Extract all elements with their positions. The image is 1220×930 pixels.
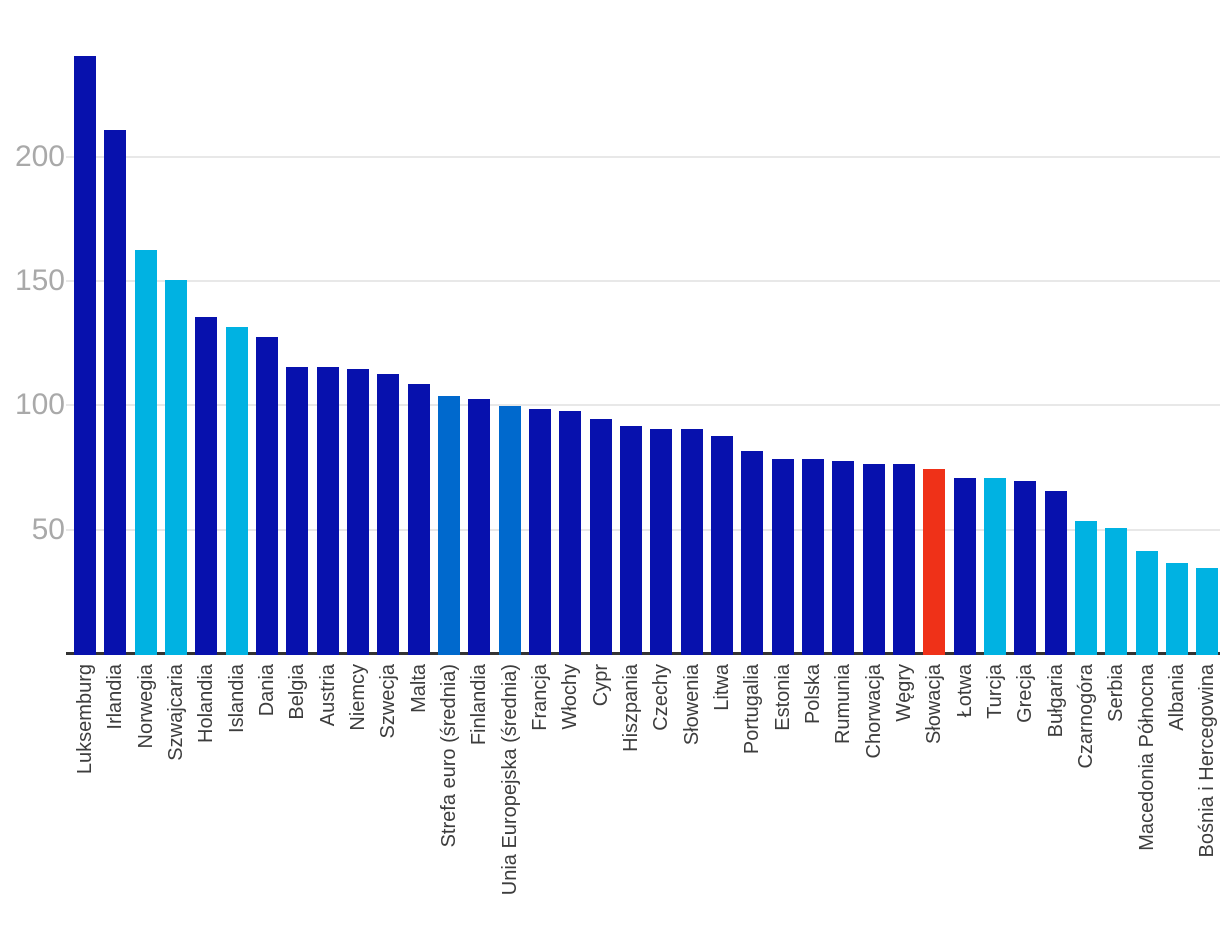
x-axis-label-turcja: Turcja — [984, 664, 1006, 719]
x-axis-label-polska: Polska — [802, 664, 824, 725]
bar-islandia — [226, 327, 248, 655]
bar-chorwacja — [863, 464, 885, 655]
x-axis-label-macedonia-polnocna: Macedonia Północna — [1136, 664, 1158, 851]
x-axis-label-grecja: Grecja — [1014, 664, 1036, 723]
x-axis-label-norwegia: Norwegia — [135, 664, 157, 749]
bar-wegry — [893, 464, 915, 655]
gridline-150 — [66, 280, 1220, 283]
x-axis-label-rumunia: Rumunia — [832, 664, 854, 745]
bar-wlochy — [559, 411, 581, 655]
bar-belgia — [286, 367, 308, 655]
x-axis-label-chorwacja: Chorwacja — [863, 664, 885, 759]
y-axis-tick-label: 150 — [14, 264, 65, 298]
bar-slowacja — [923, 469, 945, 655]
bar-austria — [317, 367, 339, 655]
bar-czarnogora — [1075, 521, 1097, 655]
x-axis-label-niemcy: Niemcy — [347, 664, 369, 731]
x-axis-label-cypr: Cypr — [590, 664, 612, 707]
bar-polska — [802, 459, 824, 655]
bar-rumunia — [832, 461, 854, 655]
bar-francja — [529, 409, 551, 655]
bar-dania — [256, 337, 278, 655]
x-axis-label-francja: Francja — [529, 664, 551, 731]
bar-czechy — [650, 429, 672, 655]
y-axis-tick-label: 200 — [14, 139, 65, 173]
x-axis-label-finlandia: Finlandia — [468, 664, 490, 746]
x-axis-label-austria: Austria — [317, 664, 339, 727]
x-axis-label-wegry: Węgry — [893, 664, 915, 722]
x-axis-label-slowacja: Słowacja — [923, 664, 945, 745]
x-axis-label-unia-europejska-srednia: Unia Europejska (średnia) — [499, 664, 521, 896]
bar-estonia — [772, 459, 794, 655]
bar-lotwa — [954, 478, 976, 655]
bar-niemcy — [347, 369, 369, 655]
bar-luksemburg — [74, 56, 96, 655]
x-axis-baseline — [66, 652, 1220, 655]
x-axis-label-dania: Dania — [256, 664, 278, 717]
x-axis-label-serbia: Serbia — [1105, 664, 1127, 722]
x-axis-label-luksemburg: Luksemburg — [74, 664, 96, 775]
bar-grecja — [1014, 481, 1036, 655]
bar-szwecja — [377, 374, 399, 655]
x-axis-label-malta: Malta — [408, 664, 430, 713]
bar-hiszpania — [620, 426, 642, 655]
x-axis-label-slowenia: Słowenia — [681, 664, 703, 746]
gridline-50 — [66, 528, 1220, 531]
bar-portugalia — [741, 451, 763, 655]
bar-macedonia-polnocna — [1136, 551, 1158, 655]
gridline-200 — [66, 155, 1220, 158]
bar-irlandia — [104, 130, 126, 655]
bar-serbia — [1105, 528, 1127, 655]
bar-szwajcaria — [165, 280, 187, 655]
x-axis-label-szwajcaria: Szwajcaria — [165, 664, 187, 761]
x-axis-label-strefa-euro-srednia: Strefa euro (średnia) — [438, 664, 460, 848]
bar-litwa — [711, 436, 733, 655]
x-axis-label-czarnogora: Czarnogóra — [1075, 664, 1097, 769]
x-axis-label-hiszpania: Hiszpania — [620, 664, 642, 752]
bar-turcja — [984, 478, 1006, 655]
gridline-100 — [66, 404, 1220, 407]
bar-unia-europejska-srednia — [499, 406, 521, 655]
bar-malta — [408, 384, 430, 655]
x-axis-label-lotwa: Łotwa — [954, 664, 976, 718]
x-axis-label-bosnia-i-hercegowina: Bośnia i Hercegowina — [1196, 664, 1218, 858]
x-axis-label-estonia: Estonia — [772, 664, 794, 731]
bar-bosnia-i-hercegowina — [1196, 568, 1218, 655]
bar-strefa-euro-srednia — [438, 396, 460, 655]
x-axis-label-czechy: Czechy — [650, 664, 672, 731]
x-axis-label-wlochy: Włochy — [559, 664, 581, 730]
bar-norwegia — [135, 250, 157, 655]
bar-albania — [1166, 563, 1188, 655]
y-axis-tick-label: 100 — [14, 388, 65, 422]
x-axis-label-holandia: Holandia — [195, 664, 217, 743]
bar-cypr — [590, 419, 612, 655]
bar-finlandia — [468, 399, 490, 655]
y-axis-tick-label: 50 — [31, 512, 65, 546]
x-axis-label-albania: Albania — [1166, 664, 1188, 731]
x-axis-label-irlandia: Irlandia — [104, 664, 126, 730]
x-axis-label-islandia: Islandia — [226, 664, 248, 733]
x-axis-label-szwecja: Szwecja — [377, 664, 399, 739]
bar-bulgaria — [1045, 491, 1067, 655]
x-axis-label-belgia: Belgia — [286, 664, 308, 720]
x-axis-label-portugalia: Portugalia — [741, 664, 763, 755]
x-axis-label-bulgaria: Bułgaria — [1045, 664, 1067, 738]
x-axis-label-litwa: Litwa — [711, 664, 733, 711]
bar-slowenia — [681, 429, 703, 655]
bar-holandia — [195, 317, 217, 655]
